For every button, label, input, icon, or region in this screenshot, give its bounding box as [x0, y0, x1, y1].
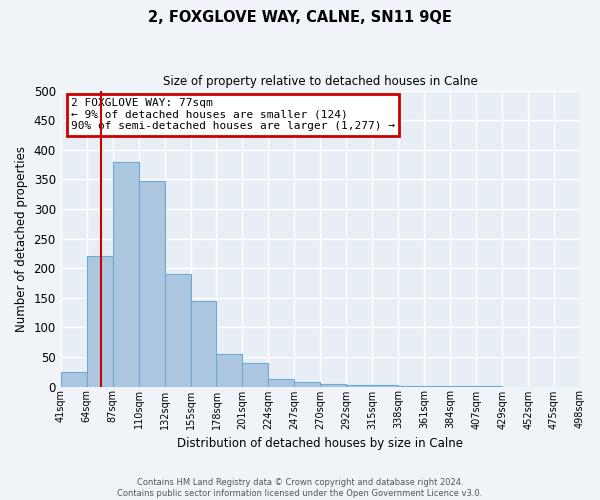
Bar [320, 384, 346, 386]
Bar [191, 300, 217, 386]
Text: Contains HM Land Registry data © Crown copyright and database right 2024.
Contai: Contains HM Land Registry data © Crown c… [118, 478, 482, 498]
Bar [139, 181, 164, 386]
X-axis label: Distribution of detached houses by size in Calne: Distribution of detached houses by size … [178, 437, 463, 450]
Bar [268, 379, 295, 386]
Bar [295, 382, 320, 386]
Text: 2 FOXGLOVE WAY: 77sqm
← 9% of detached houses are smaller (124)
90% of semi-deta: 2 FOXGLOVE WAY: 77sqm ← 9% of detached h… [71, 98, 395, 131]
Bar [217, 354, 242, 386]
Title: Size of property relative to detached houses in Calne: Size of property relative to detached ho… [163, 75, 478, 88]
Bar [86, 256, 113, 386]
Bar [113, 162, 139, 386]
Bar [242, 363, 268, 386]
Text: 2, FOXGLOVE WAY, CALNE, SN11 9QE: 2, FOXGLOVE WAY, CALNE, SN11 9QE [148, 10, 452, 25]
Bar [346, 384, 372, 386]
Bar [61, 372, 86, 386]
Bar [164, 274, 191, 386]
Y-axis label: Number of detached properties: Number of detached properties [15, 146, 28, 332]
